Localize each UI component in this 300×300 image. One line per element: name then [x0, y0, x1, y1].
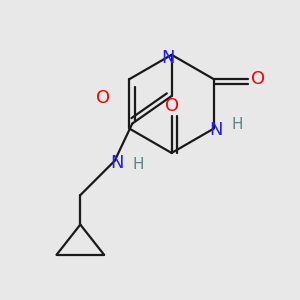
Text: O: O [251, 70, 265, 88]
Text: N: N [209, 122, 223, 140]
Text: N: N [161, 49, 174, 67]
Text: H: H [132, 157, 144, 172]
Text: N: N [110, 154, 123, 172]
Text: O: O [96, 89, 110, 107]
Text: O: O [164, 97, 179, 115]
Text: H: H [232, 117, 243, 132]
